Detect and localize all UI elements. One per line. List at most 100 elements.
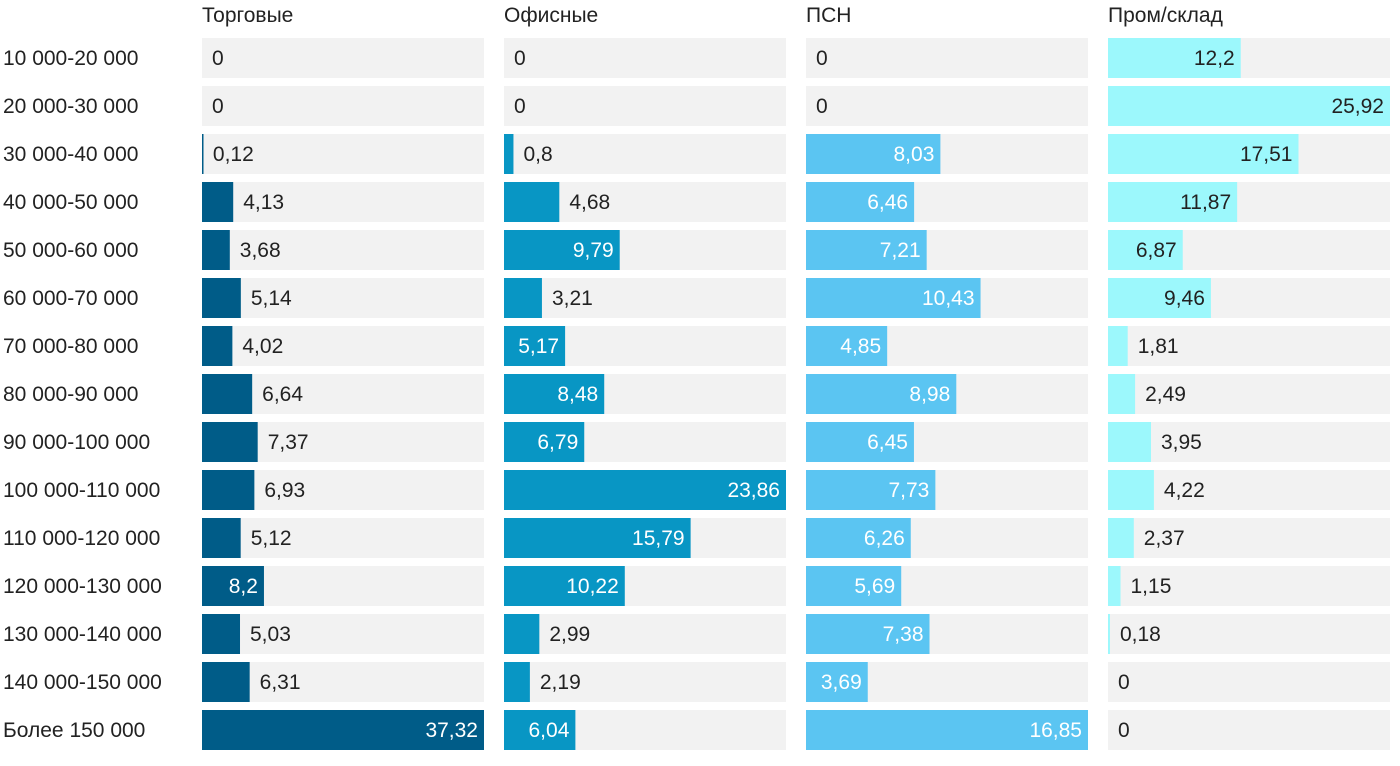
bar-track [1108, 710, 1390, 750]
panel-2: Офисные 0 0 0,8 4,68 9,79 3,21 5,17 8,48 6,79 23,8… [504, 4, 786, 750]
data-label: 6,26 [864, 527, 905, 550]
data-label: 6,04 [529, 719, 570, 742]
category-label: 40 000-50 000 [3, 191, 138, 214]
bar [806, 662, 868, 702]
data-label: 8,98 [909, 383, 950, 406]
bar-track [1108, 518, 1390, 558]
bar-track [504, 134, 786, 174]
bar-track [202, 278, 484, 318]
category-label: Более 150 000 [3, 719, 145, 742]
data-label: 4,85 [840, 335, 881, 358]
data-label: 3,69 [821, 671, 862, 694]
bar [806, 326, 888, 366]
data-label: 8,48 [557, 383, 598, 406]
bar-track [202, 518, 484, 558]
bar [504, 182, 560, 222]
bar [806, 566, 902, 606]
data-label: 4,02 [242, 335, 283, 358]
bar [806, 710, 1088, 750]
data-label: 3,21 [552, 287, 593, 310]
bar [806, 230, 927, 270]
data-label: 6,93 [264, 479, 305, 502]
data-label: 5,14 [251, 287, 292, 310]
data-label: 11,87 [1180, 191, 1231, 214]
bar [504, 230, 620, 270]
bar-track [806, 86, 1088, 126]
data-label: 10,22 [566, 575, 619, 598]
bar [202, 710, 484, 750]
bar [504, 518, 691, 558]
bar [1108, 278, 1211, 318]
data-label: 2,19 [540, 671, 581, 694]
panel-title: Пром/склад [1108, 4, 1223, 27]
bar-track [504, 278, 786, 318]
bar-track [1108, 662, 1390, 702]
data-label: 12,2 [1194, 47, 1235, 70]
bar [202, 230, 230, 270]
category-label: 20 000-30 000 [3, 95, 138, 118]
data-label: 5,12 [251, 527, 292, 550]
data-label: 6,64 [262, 383, 303, 406]
data-label: 2,37 [1144, 527, 1185, 550]
bar [504, 278, 542, 318]
bar-track [202, 182, 484, 222]
data-label: 1,81 [1138, 335, 1179, 358]
panel-1: Торговые 0 0 0,12 4,13 3,68 5,14 4,02 6,64 7,37 6,… [202, 4, 484, 750]
category-label: 120 000-130 000 [3, 575, 162, 598]
data-label: 17,51 [1240, 143, 1293, 166]
bar [806, 470, 936, 510]
bar [202, 326, 233, 366]
data-label: 6,31 [260, 671, 301, 694]
bar [504, 614, 540, 654]
bar [504, 710, 576, 750]
data-label: 0 [816, 95, 828, 118]
bar [504, 566, 625, 606]
bar [504, 134, 514, 174]
data-label: 25,92 [1331, 95, 1384, 118]
data-label: 5,69 [854, 575, 895, 598]
bar [806, 614, 930, 654]
bar-track [202, 614, 484, 654]
bar [806, 182, 915, 222]
bar [504, 662, 530, 702]
row-labels: 10 000-20 000 20 000-30 000 30 000-40 000 4… [3, 47, 162, 742]
bar [504, 374, 605, 414]
bar-track [202, 230, 484, 270]
bar [202, 662, 250, 702]
data-label: 4,68 [569, 191, 610, 214]
data-label: 0,12 [213, 143, 254, 166]
bar [202, 182, 234, 222]
chart-panels: Торговые 0 0 0,12 4,13 3,68 5,14 4,02 6,64 7,37 6,… [202, 4, 1390, 750]
category-label: 50 000-60 000 [3, 239, 138, 262]
data-label: 16,85 [1029, 719, 1082, 742]
bar [202, 422, 258, 462]
data-label: 0 [1118, 671, 1130, 694]
data-label: 7,37 [268, 431, 309, 454]
bar [1108, 86, 1390, 126]
bar [1108, 326, 1128, 366]
panel-title: Офисные [504, 4, 598, 27]
category-label: 60 000-70 000 [3, 287, 138, 310]
bar-track [504, 38, 786, 78]
data-label: 2,99 [549, 623, 590, 646]
data-label: 6,45 [867, 431, 908, 454]
panel-title: ПСН [806, 4, 851, 27]
category-label: 140 000-150 000 [3, 671, 162, 694]
category-label: 100 000-110 000 [3, 479, 160, 502]
data-label: 9,46 [1164, 287, 1205, 310]
data-label: 5,17 [518, 335, 559, 358]
bar-track [202, 134, 484, 174]
bar-track [1108, 470, 1390, 510]
category-label: 90 000-100 000 [3, 431, 150, 454]
data-label: 0 [212, 47, 224, 70]
bar-track [504, 614, 786, 654]
data-label: 6,79 [537, 431, 578, 454]
bar [806, 422, 914, 462]
data-label: 7,73 [888, 479, 929, 502]
bar-track [806, 38, 1088, 78]
category-label: 130 000-140 000 [3, 623, 162, 646]
data-label: 6,87 [1136, 239, 1177, 262]
bar [806, 134, 941, 174]
data-label: 3,68 [240, 239, 281, 262]
